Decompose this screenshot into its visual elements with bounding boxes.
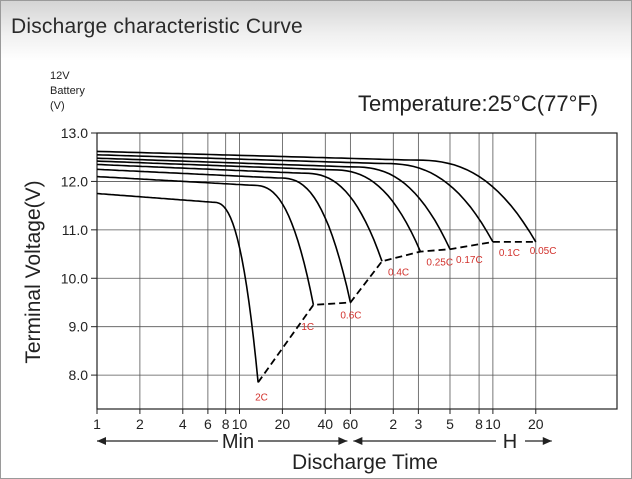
unit-note-line-2: Battery [50, 85, 85, 97]
rate-label: 0.1C [499, 248, 520, 259]
header-bar: Discharge characteristic Curve [1, 1, 631, 61]
unit-note-line-1: 12V [50, 70, 70, 82]
x-tick-label-min: 20 [275, 416, 291, 432]
grid [96, 132, 617, 409]
temperature-subtitle: Temperature:25°C(77°F) [358, 91, 598, 116]
x-axis-label: Discharge Time [292, 451, 438, 474]
x-tick-label-h: 20 [528, 416, 544, 432]
y-tick-label: 13.0 [61, 125, 88, 141]
discharge-curve [96, 163, 383, 262]
y-tick-label: 11.0 [62, 222, 88, 238]
rate-label: 0.25C [426, 258, 453, 269]
cutoff-dashed-line [257, 240, 536, 383]
x-tick-label-min: 1 [93, 416, 101, 432]
x-tick-label-h: 2 [389, 416, 397, 432]
y-tick-label: 10.0 [61, 270, 88, 286]
discharge-curve [96, 175, 315, 306]
x-tick-label-min: 4 [179, 416, 187, 432]
chart-header-title: Discharge characteristic Curve [11, 15, 303, 38]
x-tick-label-h: 10 [485, 416, 501, 432]
h-range-arrow-left [353, 437, 363, 445]
x-segment-min-label: Min [222, 431, 254, 453]
axes [91, 132, 618, 445]
x-tick-label-h: 3 [414, 416, 422, 432]
x-tick-label-min: 6 [204, 416, 212, 432]
x-tick-label-min: 8 [222, 416, 230, 432]
y-axis-label: Terminal Voltage(V) [22, 180, 45, 363]
discharge-curve [96, 154, 494, 243]
rate-label: 0.17C [456, 255, 483, 266]
x-tick-label-h: 5 [446, 416, 454, 432]
discharge-curve [96, 160, 422, 252]
discharge-curve [96, 157, 451, 250]
discharge-curve [96, 150, 537, 243]
y-tick-label: 8.0 [69, 367, 89, 383]
rate-label: 0.05C [530, 246, 557, 257]
rate-label: 0.4C [388, 267, 409, 278]
x-tick-label-min: 40 [318, 416, 334, 432]
x-tick-label-min: 10 [232, 416, 248, 432]
x-segment-h-label: H [503, 431, 517, 453]
y-tick-label: 12.0 [61, 173, 88, 189]
discharge-curve [96, 192, 259, 383]
rate-label: 1C [301, 322, 314, 333]
labels: 8.09.010.011.012.013.01 2 4 6 8 10 20 40 60 2 3 5 8 1… [61, 125, 557, 432]
y-tick-label: 9.0 [69, 319, 89, 335]
x-tick-label-h: 8 [475, 416, 483, 432]
unit-note-line-3: (V) [50, 100, 65, 112]
rate-label: 0.6C [340, 310, 361, 321]
h-range-arrow-right [542, 437, 552, 445]
min-range-arrow-right [338, 437, 348, 445]
x-tick-label-boundary: 60 [343, 416, 359, 432]
discharge-curve [96, 168, 352, 303]
rate-label: 2C [255, 392, 268, 403]
min-range-arrow-left [97, 437, 106, 445]
x-tick-label-min: 2 [136, 416, 144, 432]
curves [96, 150, 537, 383]
plot-border [96, 132, 618, 410]
